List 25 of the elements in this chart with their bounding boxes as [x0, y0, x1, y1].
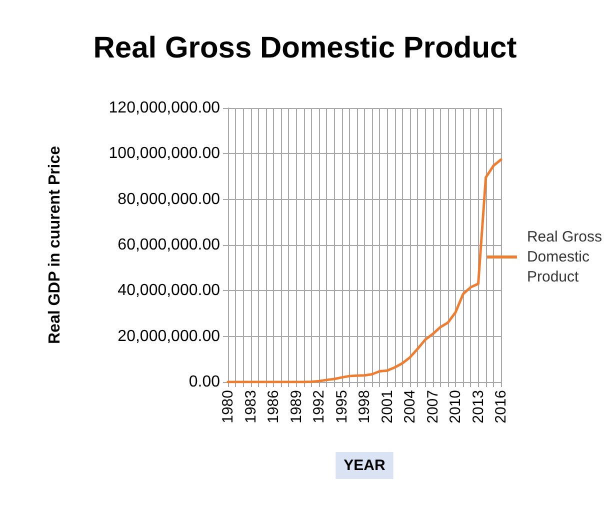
- y-axis-title: Real GDP in cuurent Price: [46, 146, 64, 344]
- x-tick-label: 1980: [220, 390, 236, 424]
- x-axis-title: YEAR: [344, 457, 386, 474]
- x-tick-label: 1983: [242, 390, 260, 424]
- y-tick-label: 120,000,000.00: [108, 100, 220, 116]
- x-tick-label: 2013: [470, 390, 487, 424]
- y-tick-label: 60,000,000.00: [118, 236, 220, 254]
- x-tick-label: 1995: [333, 390, 350, 424]
- y-tick-label: 80,000,000.00: [118, 190, 220, 208]
- chart-title: Real Gross Domestic Product: [93, 32, 517, 64]
- x-tick-label: 2007: [424, 390, 442, 424]
- x-tick-label: 1989: [288, 390, 305, 424]
- x-tick-label: 2016: [492, 390, 510, 424]
- y-tick-label: 0.00: [188, 374, 220, 390]
- x-tick-label: 2010: [447, 390, 464, 424]
- line-series: [226, 158, 502, 384]
- y-tick-label: 100,000,000.00: [108, 145, 220, 162]
- x-tick-label: 1998: [356, 390, 373, 424]
- x-tick-label: 2004: [402, 390, 418, 424]
- legend-label: Real Gross Domestic Product: [526, 228, 602, 286]
- x-tick-label: 1986: [265, 390, 282, 424]
- x-tick-label: 1992: [310, 390, 328, 424]
- x-tick-label: 2001: [378, 390, 396, 424]
- y-tick-label: 40,000,000.00: [118, 282, 220, 300]
- y-tick-label: 20,000,000.00: [118, 328, 220, 345]
